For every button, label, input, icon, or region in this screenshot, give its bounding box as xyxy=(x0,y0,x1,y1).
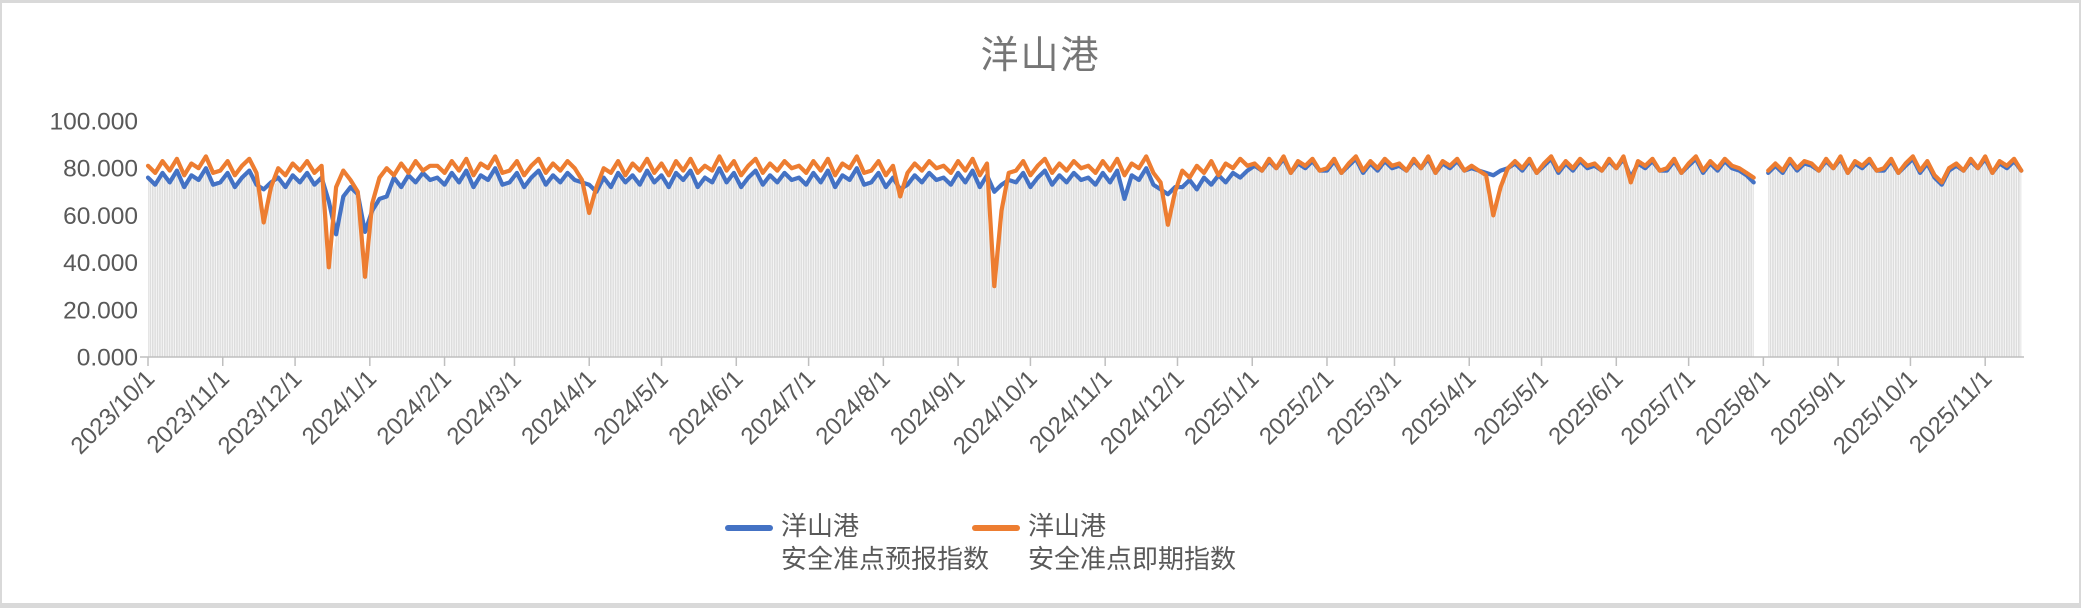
legend-label-forecast-index: 洋山港 安全准点预报指数 xyxy=(781,510,989,576)
x-axis-tick-label: 2025/6/1 xyxy=(1543,365,1628,450)
legend-label-spot-line2: 安全准点即期指数 xyxy=(1028,544,1237,574)
legend-item-forecast-index: 洋山港 安全准点预报指数 xyxy=(725,510,989,576)
y-axis-tick-label: 60.000 xyxy=(63,203,138,230)
x-axis-tick-label: 2024/3/1 xyxy=(442,365,527,450)
x-axis-tick-label: 2025/8/1 xyxy=(1690,365,1775,450)
day-bars-fill xyxy=(1768,161,2022,357)
legend-swatch-forecast-index xyxy=(725,525,773,531)
window-border-left xyxy=(0,0,2,608)
y-axis-tick-label: 40.000 xyxy=(63,250,138,277)
legend-label-forecast-line2: 安全准点预报指数 xyxy=(781,544,990,574)
window-border-right xyxy=(2079,0,2081,608)
x-axis-tick-label: 2024/6/1 xyxy=(663,365,748,450)
window-border-top xyxy=(0,0,2081,3)
x-axis-tick-label: 2025/1/1 xyxy=(1179,365,1264,450)
legend-label-spot-index: 洋山港 安全准点即期指数 xyxy=(1028,510,1236,576)
x-axis-tick-label: 2025/11/1 xyxy=(1904,365,1997,458)
legend-swatch-spot-index xyxy=(972,525,1020,531)
x-axis-tick-label: 2025/2/1 xyxy=(1254,365,1339,450)
legend-label-spot-line1: 洋山港 xyxy=(1028,511,1107,541)
day-bars-fill xyxy=(148,161,1754,357)
x-axis-tick-label: 2023/10/1 xyxy=(66,365,161,460)
x-axis-tick-label: 2024/2/1 xyxy=(372,365,457,450)
y-axis-tick-label: 80.000 xyxy=(63,156,138,183)
background-day-bars xyxy=(148,161,2022,357)
y-axis-tick-label: 0.000 xyxy=(77,345,138,372)
x-axis-tick-label: 2025/7/1 xyxy=(1616,365,1701,450)
window-border-bottom xyxy=(0,603,2081,608)
y-axis-tick-label: 20.000 xyxy=(63,297,138,324)
x-axis-tick-label: 2024/5/1 xyxy=(589,365,674,450)
series-line-spot-index xyxy=(145,154,2024,289)
x-axis-tick-label: 2025/3/1 xyxy=(1322,365,1407,450)
x-axis xyxy=(140,356,2024,366)
x-axis-tick-label: 2024/7/1 xyxy=(736,365,821,450)
line-series-group xyxy=(145,154,2024,289)
x-axis-tick-label: 2025/4/1 xyxy=(1396,365,1481,450)
legend-label-forecast-line1: 洋山港 xyxy=(781,511,860,541)
x-axis-tick-label: 2024/8/1 xyxy=(810,365,895,450)
x-axis-tick-label: 2024/1/1 xyxy=(297,365,382,450)
legend-item-spot-index: 洋山港 安全准点即期指数 xyxy=(972,510,1236,576)
x-axis-tick-label: 2024/4/1 xyxy=(516,365,601,450)
x-axis-tick-label: 2025/5/1 xyxy=(1469,365,1554,450)
chart-title: 洋山港 xyxy=(980,35,1101,77)
y-axis-tick-labels: 0.000 20.000 40.000 60.000 80.000 100.000 xyxy=(49,109,138,372)
y-axis-tick-label: 100.000 xyxy=(49,109,138,136)
x-axis-tick-labels: 2023/10/12023/11/12023/12/12024/1/12024/… xyxy=(66,365,1998,460)
